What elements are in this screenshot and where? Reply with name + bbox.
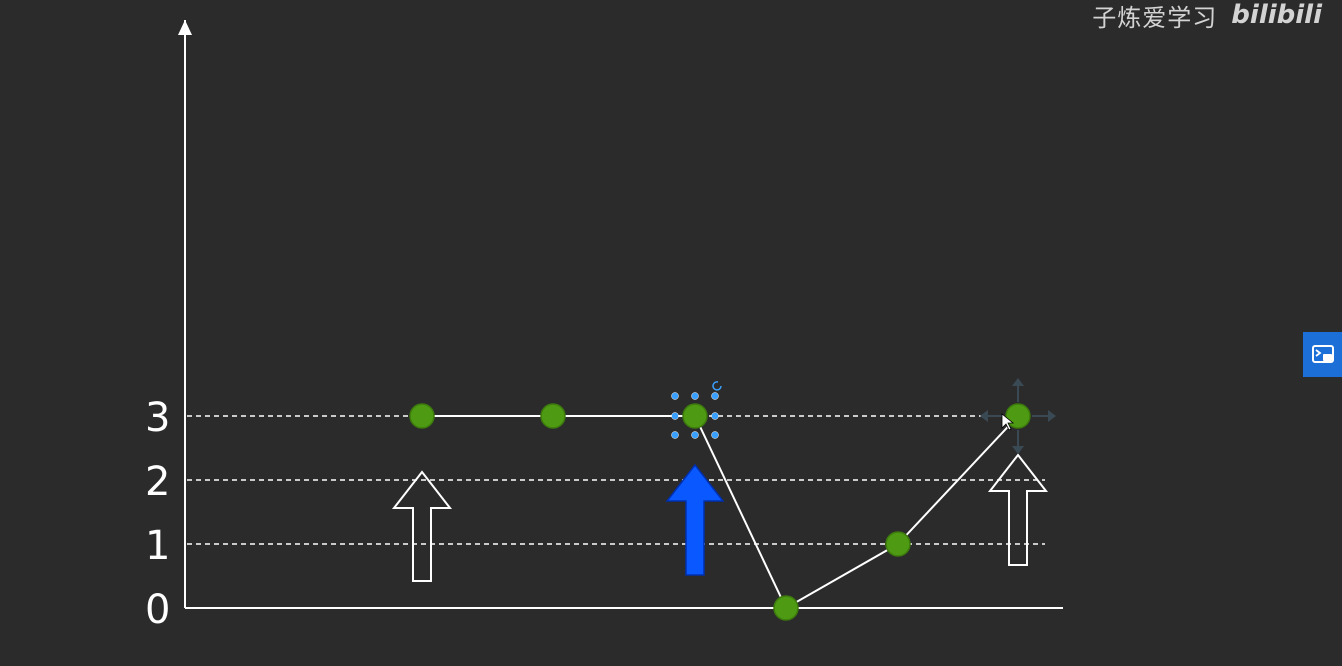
selection-handle-2 [691,392,699,400]
picture-in-picture-icon [1311,344,1334,363]
up-arrow-blue [665,463,725,576]
y-tick-label-2: 2 [145,459,170,505]
selection-handle-4 [671,412,679,420]
move-arrow-left-icon [980,410,988,422]
platform-logo: bilibili [1231,0,1322,30]
selection-handle-5 [711,412,719,420]
data-point-3 [682,403,708,429]
up-arrow-outline-3 [987,453,1049,566]
y-tick-label-0: 0 [145,587,170,633]
move-arrow-up-icon [1012,378,1024,386]
y-tick-label-1: 1 [145,523,170,569]
watermark: 子炼爱学习 bilibili [1092,0,1322,32]
data-point-1 [409,403,435,429]
channel-name: 子炼爱学习 [1092,3,1218,32]
move-arrow-down-icon [1012,446,1024,454]
picture-in-picture-button[interactable] [1303,332,1342,377]
y-axis-arrowhead [178,20,192,35]
selection-handle-3 [711,392,719,400]
data-point-5 [885,531,911,557]
rotate-handle-icon[interactable] [712,381,722,391]
data-point-4 [773,595,799,621]
move-arrow-right-icon [1048,410,1056,422]
selection-handle-7 [691,431,699,439]
up-arrow-outline-1 [391,470,453,582]
selection-handle-1 [671,392,679,400]
y-tick-label-3: 3 [145,395,170,441]
selection-handle-6 [671,431,679,439]
series-line [422,415,1019,610]
data-point-2 [540,403,566,429]
mouse-cursor-icon [1001,413,1015,431]
selection-handle-8 [711,431,719,439]
data-point-6 [1005,403,1031,429]
